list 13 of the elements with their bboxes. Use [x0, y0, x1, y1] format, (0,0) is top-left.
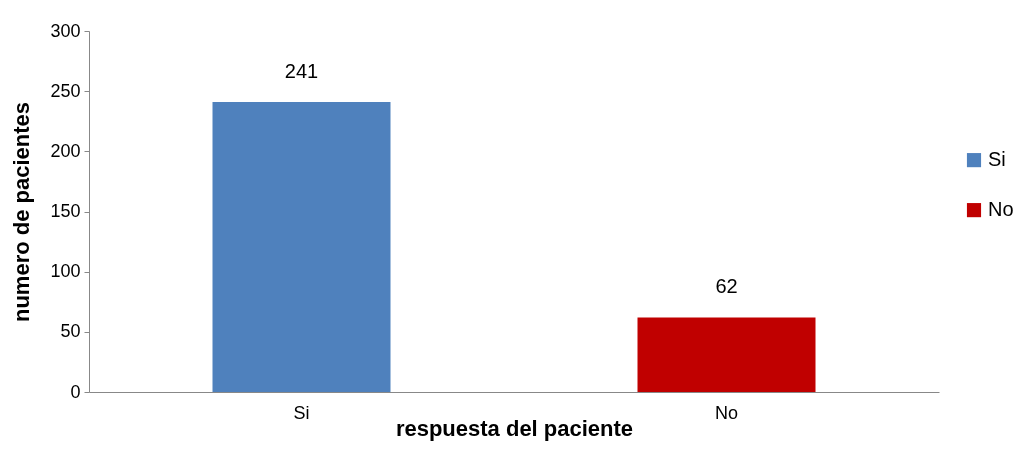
- data-label: 241: [284, 60, 319, 82]
- y-tick-label: 150: [50, 201, 81, 221]
- y-tick-label: 100: [50, 261, 81, 282]
- y-tick-label: 200: [50, 140, 81, 161]
- y-axis-title: numero de pacientes: [9, 101, 35, 323]
- y-tick-label: 50: [60, 321, 81, 342]
- x-axis-title: respuesta del paciente: [395, 415, 634, 441]
- data-label: 62: [715, 275, 738, 298]
- legend-label: No: [988, 198, 1014, 221]
- legend-label: Si: [988, 148, 1006, 171]
- y-tick-label: 250: [50, 80, 81, 101]
- y-tick-label: 0: [70, 381, 81, 402]
- y-tick-label: 300: [50, 20, 81, 41]
